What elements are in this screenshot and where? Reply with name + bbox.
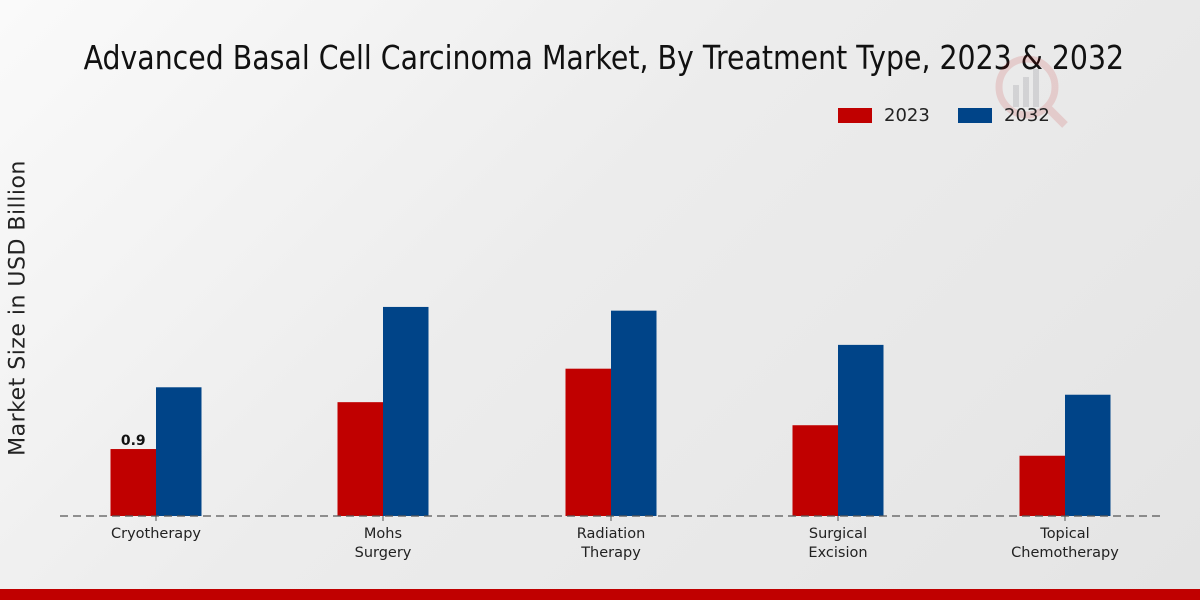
legend-label-2032: 2032	[1004, 105, 1050, 126]
legend-swatch-2032	[958, 108, 992, 123]
legend-label-2023: 2023	[884, 105, 930, 126]
x-tick-label: Surgical	[809, 526, 867, 542]
chart-title: Advanced Basal Cell Carcinoma Market, By…	[83, 38, 1125, 77]
x-tick-label: Mohs	[364, 526, 402, 542]
legend-item-2032: 2032	[958, 105, 1050, 126]
bar-2032-surgical-excision	[838, 344, 884, 516]
x-tick-label: Excision	[808, 545, 867, 561]
footer-bar	[0, 589, 1200, 600]
x-tick-label: Radiation	[577, 526, 646, 542]
bar-2032-radiation-therapy	[611, 310, 657, 516]
data-label: 0.9	[121, 433, 146, 449]
bar-2023-surgical-excision	[792, 425, 838, 516]
bar-2032-mohs-surgery	[383, 306, 429, 516]
x-tick-label: Surgery	[355, 545, 412, 561]
x-tick-label: Chemotherapy	[1011, 545, 1119, 561]
x-tick-label: Cryotherapy	[111, 526, 201, 542]
bar-2023-cryotherapy	[110, 449, 156, 516]
legend-swatch-2023	[838, 108, 872, 123]
bar-2023-radiation-therapy	[565, 368, 611, 516]
bar-2023-mohs-surgery	[337, 402, 383, 516]
bar-2032-cryotherapy	[156, 387, 202, 516]
x-tick-label: Therapy	[580, 545, 641, 561]
bar-2023-topical-chemotherapy	[1019, 455, 1065, 516]
bar-2032-topical-chemotherapy	[1065, 394, 1111, 516]
x-tick-label: Topical	[1039, 526, 1089, 542]
watermark-logo-icon	[995, 55, 1068, 128]
legend-item-2023: 2023	[838, 105, 930, 126]
